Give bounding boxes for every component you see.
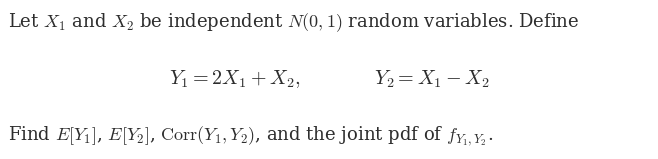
Text: $Y_1 = 2X_1 + X_2, \qquad\qquad Y_2 = X_1 - X_2$: $Y_1 = 2X_1 + X_2, \qquad\qquad Y_2 = X_… (168, 69, 490, 90)
Text: Find $E[Y_1]$, $E[Y_2]$, $\mathrm{Corr}(Y_1, Y_2)$, and the joint pdf of $f_{Y_1: Find $E[Y_1]$, $E[Y_2]$, $\mathrm{Corr}(… (8, 124, 494, 148)
Text: Let $X_1$ and $X_2$ be independent $N(0,1)$ random variables. Define: Let $X_1$ and $X_2$ be independent $N(0,… (8, 11, 579, 34)
